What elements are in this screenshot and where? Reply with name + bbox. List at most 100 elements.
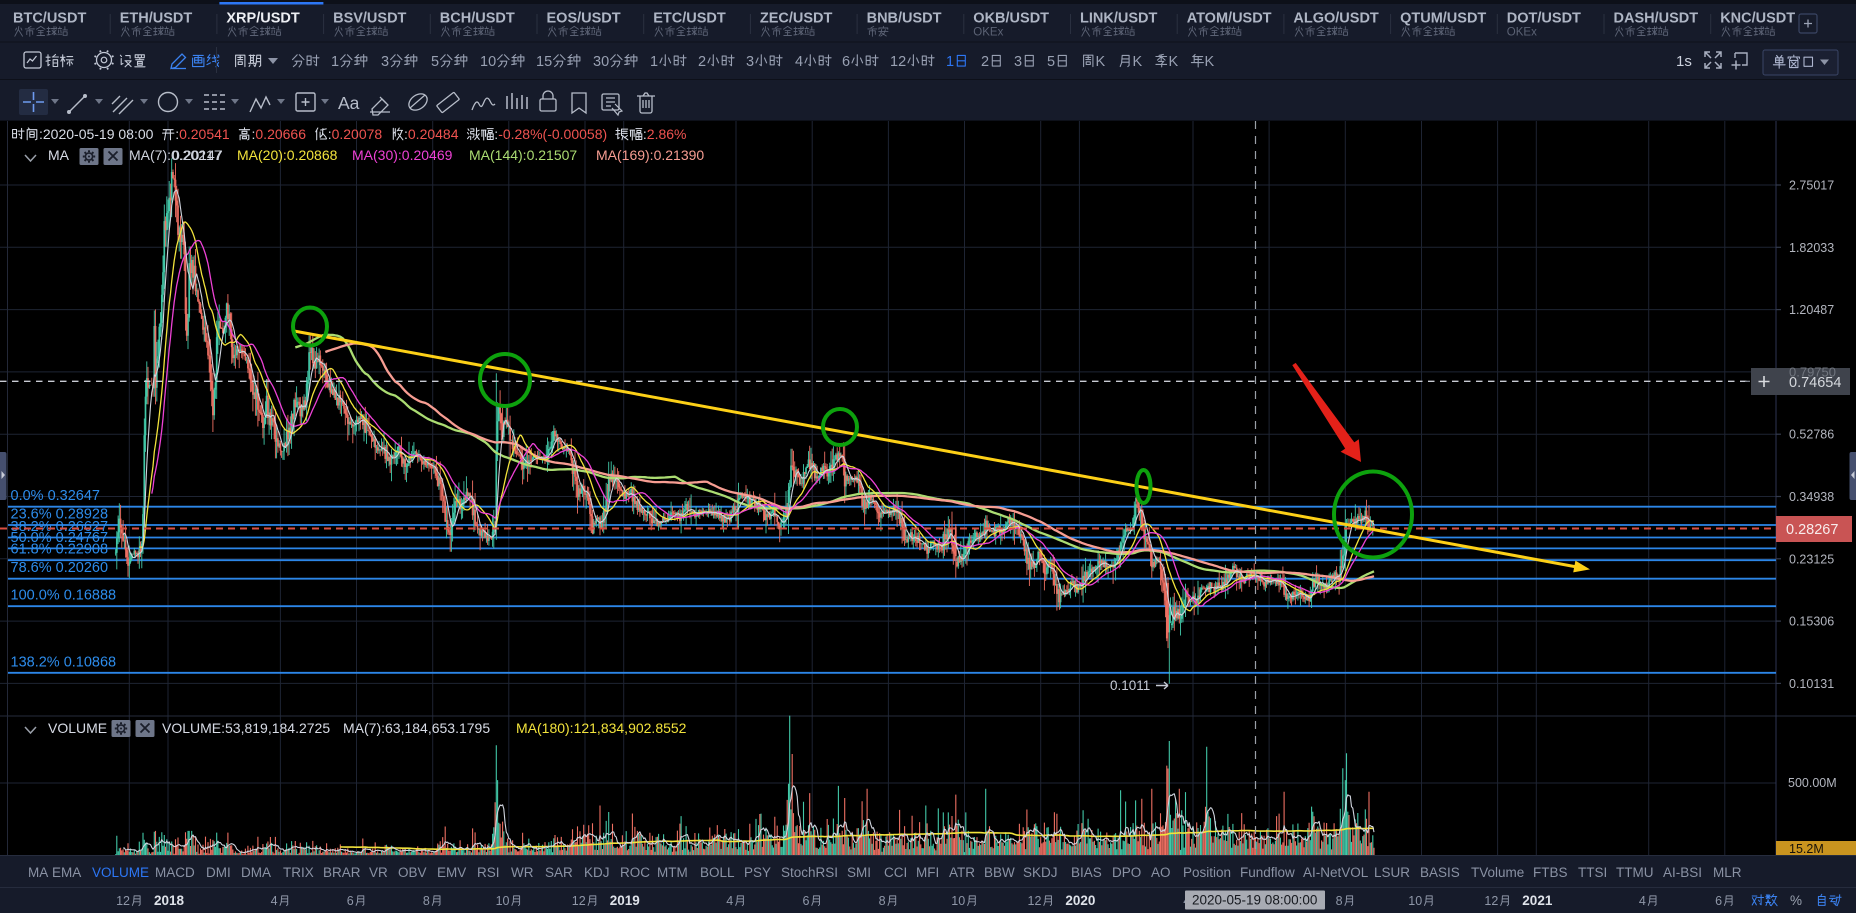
svg-text:8: 8	[1336, 894, 1343, 908]
svg-text:2020: 2020	[1065, 893, 1095, 908]
svg-text:6: 6	[803, 894, 810, 908]
svg-text:BASIS: BASIS	[1420, 865, 1460, 880]
svg-text:BRAR: BRAR	[323, 865, 361, 880]
svg-text:4: 4	[271, 894, 278, 908]
svg-text:3: 3	[746, 54, 754, 70]
svg-text:DMI: DMI	[206, 865, 231, 880]
svg-text:BSV/USDT: BSV/USDT	[333, 11, 406, 27]
svg-text:10: 10	[480, 54, 496, 70]
svg-text:23.6% 0.28928: 23.6% 0.28928	[11, 507, 109, 523]
svg-text:MA(169):0.21390: MA(169):0.21390	[596, 147, 704, 163]
svg-text:78.6% 0.20260: 78.6% 0.20260	[11, 560, 109, 576]
svg-text:500.00M: 500.00M	[1788, 776, 1837, 790]
svg-text:TTSI: TTSI	[1578, 865, 1607, 880]
svg-text:OKEx: OKEx	[1507, 27, 1537, 39]
svg-text:OKEx: OKEx	[973, 27, 1003, 39]
svg-text:2.75017: 2.75017	[1789, 179, 1834, 193]
svg-text:MA: MA	[48, 147, 70, 163]
svg-text:VOLUME: VOLUME	[48, 720, 107, 736]
svg-text::: :	[643, 126, 647, 142]
svg-text:0.15306: 0.15306	[1789, 615, 1834, 629]
svg-text:1: 1	[331, 54, 339, 70]
svg-text:OBV: OBV	[398, 865, 427, 880]
svg-text:SKDJ: SKDJ	[1023, 865, 1058, 880]
svg-text:5: 5	[431, 54, 439, 70]
svg-text:OKB/USDT: OKB/USDT	[973, 11, 1049, 27]
svg-text:EMV: EMV	[437, 865, 466, 880]
svg-text:0.1011: 0.1011	[1110, 678, 1150, 693]
svg-text:3: 3	[381, 54, 389, 70]
svg-text:QTUM/USDT: QTUM/USDT	[1400, 11, 1486, 27]
svg-text:0.52786: 0.52786	[1789, 428, 1834, 442]
svg-text:2: 2	[698, 54, 706, 70]
svg-text:61.8% 0.22908: 61.8% 0.22908	[11, 542, 109, 558]
svg-text:AO: AO	[1151, 865, 1171, 880]
svg-text:50.0% 0.24767: 50.0% 0.24767	[11, 530, 109, 546]
svg-text:LINK/USDT: LINK/USDT	[1080, 11, 1157, 27]
svg-text:5: 5	[1047, 54, 1055, 70]
svg-text:BIAS: BIAS	[1071, 865, 1102, 880]
svg-text:MTM: MTM	[657, 865, 688, 880]
svg-text:StochRSI: StochRSI	[781, 865, 838, 880]
svg-text:30: 30	[593, 54, 609, 70]
svg-text:0.20078: 0.20078	[332, 126, 383, 142]
svg-text:10: 10	[496, 894, 510, 908]
svg-text:EMA: EMA	[52, 865, 81, 880]
svg-text:15: 15	[536, 54, 552, 70]
svg-text:3: 3	[1014, 54, 1022, 70]
svg-text:12: 12	[1028, 894, 1042, 908]
svg-text:KDJ: KDJ	[584, 865, 610, 880]
svg-text:2020-05-19 08:00:00: 2020-05-19 08:00:00	[1192, 893, 1317, 908]
svg-text:4: 4	[1639, 894, 1646, 908]
svg-text:0.74654: 0.74654	[1789, 375, 1841, 391]
svg-text:12: 12	[1484, 894, 1498, 908]
svg-text:6: 6	[347, 894, 354, 908]
svg-text:Aa: Aa	[338, 93, 360, 113]
svg-text:DOT/USDT: DOT/USDT	[1507, 11, 1581, 27]
svg-text:2019: 2019	[610, 893, 640, 908]
svg-text:ETH/USDT: ETH/USDT	[120, 11, 193, 27]
svg-text:%: %	[1790, 893, 1802, 908]
svg-text:AI-NetVOL: AI-NetVOL	[1303, 865, 1369, 880]
svg-text:SAR: SAR	[545, 865, 573, 880]
svg-text:0.10131: 0.10131	[1789, 677, 1834, 691]
svg-text:ROC: ROC	[620, 865, 650, 880]
svg-text:-0.28%(-0.00058): -0.28%(-0.00058)	[498, 126, 607, 142]
svg-text:0.34938: 0.34938	[1789, 490, 1834, 504]
svg-text:ATR: ATR	[949, 865, 975, 880]
svg-text:ALGO/USDT: ALGO/USDT	[1293, 11, 1379, 27]
svg-text:12: 12	[116, 894, 130, 908]
svg-text:6: 6	[1715, 894, 1722, 908]
svg-text:MA(20):0.20868: MA(20):0.20868	[237, 147, 338, 163]
svg-text:1.82033: 1.82033	[1789, 241, 1834, 255]
svg-text:AI-BSI: AI-BSI	[1663, 865, 1702, 880]
svg-text::2020-05-19 08:00: :2020-05-19 08:00	[39, 126, 154, 142]
svg-text:100.0% 0.16888: 100.0% 0.16888	[11, 588, 117, 604]
svg-text:DPO: DPO	[1112, 865, 1141, 880]
svg-text:WR: WR	[511, 865, 534, 880]
svg-text:0.20541: 0.20541	[179, 126, 230, 142]
svg-text:TVolume: TVolume	[1471, 865, 1524, 880]
svg-text:8: 8	[879, 894, 886, 908]
svg-text:MFI: MFI	[916, 865, 939, 880]
svg-text:PSY: PSY	[744, 865, 771, 880]
svg-text:2: 2	[981, 54, 989, 70]
svg-text:BNB/USDT: BNB/USDT	[867, 11, 942, 27]
svg-text:12: 12	[890, 54, 906, 70]
svg-text:2018: 2018	[154, 893, 185, 908]
svg-text:LSUR: LSUR	[1374, 865, 1410, 880]
svg-text:Position: Position	[1183, 865, 1231, 880]
svg-text:12: 12	[572, 894, 586, 908]
svg-text:RSI: RSI	[477, 865, 500, 880]
svg-text:10: 10	[1408, 894, 1422, 908]
svg-text:1s: 1s	[1676, 53, 1692, 70]
svg-text:ZEC/USDT: ZEC/USDT	[760, 11, 833, 27]
svg-text:ATOM/USDT: ATOM/USDT	[1187, 11, 1272, 27]
svg-text:ETC/USDT: ETC/USDT	[653, 11, 726, 27]
svg-text:MA(144):0.21507: MA(144):0.21507	[469, 147, 577, 163]
svg-text:KNC/USDT: KNC/USDT	[1720, 11, 1795, 27]
svg-text:2.86%: 2.86%	[647, 126, 687, 142]
svg-text::: :	[328, 126, 332, 142]
svg-text::: :	[252, 126, 256, 142]
svg-text:BOLL: BOLL	[700, 865, 735, 880]
